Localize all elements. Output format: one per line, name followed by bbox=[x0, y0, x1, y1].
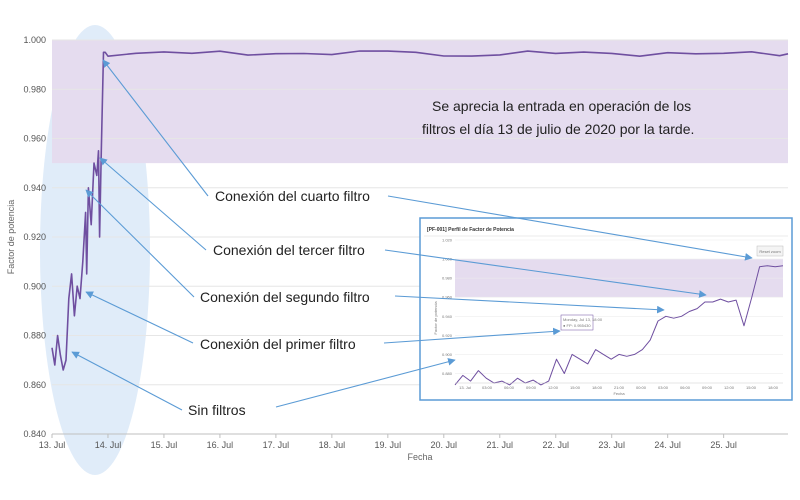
inset-series-line bbox=[454, 265, 784, 386]
inset-x-tick-labels: 13. Jul 03:00 06:00 09:00 12:00 15:00 18:00 21:… bbox=[459, 385, 779, 390]
arrow-segundo-main bbox=[85, 189, 195, 298]
arrow-tercer-main bbox=[99, 157, 207, 251]
arrow-cuarto-inset bbox=[387, 195, 753, 261]
inset-frame bbox=[419, 217, 793, 401]
label-cuarto-filtro: Conexión del cuarto filtro bbox=[215, 188, 370, 204]
main-x-tick-label: 13. Jul bbox=[39, 440, 66, 450]
inset-tooltip-line-1: Monday, Jul 13, 18:00 bbox=[563, 317, 603, 322]
main-x-tick-label: 21. Jul bbox=[486, 440, 513, 450]
label-segundo-filtro: Conexión del segundo filtro bbox=[200, 289, 370, 305]
arrow-sin-main bbox=[71, 351, 183, 411]
label-sin-filtros: Sin filtros bbox=[188, 402, 246, 418]
inset-reset-zoom[interactable]: Reset zoom bbox=[756, 245, 784, 257]
inset-grid bbox=[455, 239, 783, 374]
main-x-tick-label: 18. Jul bbox=[319, 440, 346, 450]
main-y-tick-label: 0.900 bbox=[23, 281, 46, 291]
inset-x-tick-label: 09:00 bbox=[702, 385, 713, 390]
main-y-tick-labels: 0.840 0.860 0.880 0.900 0.920 0.940 0.960 0.980… bbox=[23, 35, 46, 439]
main-x-tick-label: 25. Jul bbox=[710, 440, 737, 450]
inset-y-tick-label: 0.900 bbox=[442, 352, 453, 357]
inset-y-tick-label: 0.960 bbox=[442, 295, 453, 300]
inset-x-tick-label: 18:00 bbox=[592, 385, 603, 390]
main-x-tick-labels: 13. Jul 14. Jul 15. Jul 16. Jul 17. Jul 18. J… bbox=[39, 434, 737, 450]
inset-x-tick-label: 12:00 bbox=[548, 385, 559, 390]
inset-y-tick-label: 0.880 bbox=[442, 371, 453, 376]
main-x-tick-label: 14. Jul bbox=[95, 440, 122, 450]
inset-x-tick-label: 09:00 bbox=[526, 385, 537, 390]
main-y-tick-label: 0.940 bbox=[23, 183, 46, 193]
main-x-tick-label: 17. Jul bbox=[263, 440, 290, 450]
arrow-primer-main bbox=[85, 291, 194, 344]
inset-y-tick-label: 0.920 bbox=[442, 333, 453, 338]
main-y-tick-label: 0.840 bbox=[23, 429, 46, 439]
main-y-axis-title: Factor de potencia bbox=[6, 200, 16, 275]
main-x-tick-label: 15. Jul bbox=[151, 440, 178, 450]
main-x-axis-title: Fecha bbox=[407, 452, 432, 462]
main-x-tick-label: 23. Jul bbox=[598, 440, 625, 450]
main-series-line bbox=[51, 50, 789, 371]
note-line-1: Se aprecia la entrada en operación de lo… bbox=[432, 98, 691, 114]
arrow-primer-inset bbox=[383, 327, 561, 344]
main-x-tick-label: 20. Jul bbox=[431, 440, 458, 450]
main-x-tick-label: 19. Jul bbox=[375, 440, 402, 450]
main-y-tick-label: 0.960 bbox=[23, 134, 46, 144]
inset-x-tick-label: 15:00 bbox=[570, 385, 581, 390]
note-line-2: filtros el día 13 de julio de 2020 por l… bbox=[422, 121, 694, 137]
inset-x-tick-label: 06:00 bbox=[504, 385, 515, 390]
inset-y-tick-label: 0.980 bbox=[442, 276, 453, 281]
inset-x-tick-label: 06:00 bbox=[680, 385, 691, 390]
inset-x-tick-label: 21:00 bbox=[614, 385, 625, 390]
annotation-arrows bbox=[71, 59, 753, 411]
inset-y-tick-label: 0.940 bbox=[442, 314, 453, 319]
main-x-tick-label: 22. Jul bbox=[542, 440, 569, 450]
label-tercer-filtro: Conexión del tercer filtro bbox=[213, 242, 365, 258]
arrow-sin-inset bbox=[275, 358, 456, 408]
inset-x-tick-label: 18:00 bbox=[768, 385, 779, 390]
inset-y-tick-label: 1.020 bbox=[442, 238, 453, 243]
main-y-tick-label: 0.980 bbox=[23, 84, 46, 94]
main-x-tick-label: 24. Jul bbox=[654, 440, 681, 450]
main-y-tick-label: 0.920 bbox=[23, 232, 46, 242]
inset-x-tick-label: 15:00 bbox=[746, 385, 757, 390]
inset-title: [PF-001] Perfil de Factor de Potencia bbox=[427, 227, 514, 233]
main-x-tick-label: 16. Jul bbox=[207, 440, 234, 450]
inset-x-tick-label: 13. Jul bbox=[459, 385, 471, 390]
inset-x-axis-title: Fecha bbox=[613, 391, 625, 396]
inset-chart: [PF-001] Perfil de Factor de Potencia 0.… bbox=[419, 217, 793, 401]
label-primer-filtro: Conexión del primer filtro bbox=[200, 336, 356, 352]
main-chart: 0.840 0.860 0.880 0.900 0.920 0.940 0.960 0.980… bbox=[6, 35, 789, 462]
inset-x-tick-label: 03:00 bbox=[482, 385, 493, 390]
target-band bbox=[52, 40, 788, 164]
main-y-tick-label: 0.860 bbox=[23, 380, 46, 390]
main-y-tick-label: 1.000 bbox=[23, 35, 46, 45]
arrow-segundo-inset bbox=[394, 295, 665, 314]
inset-tooltip-line-2: ● FP: 0.955430 bbox=[563, 323, 591, 328]
inset-reset-zoom-label: Reset zoom bbox=[759, 249, 781, 254]
inset-x-tick-label: 12:00 bbox=[724, 385, 735, 390]
inset-x-tick-label: 00:00 bbox=[636, 385, 647, 390]
arrow-tercer-inset bbox=[384, 249, 707, 298]
inset-x-tick-label: 03:00 bbox=[658, 385, 669, 390]
arrow-cuarto-main bbox=[102, 59, 209, 197]
inset-y-axis-title: Factor de potencia bbox=[433, 301, 438, 335]
main-y-tick-label: 0.880 bbox=[23, 331, 46, 341]
inset-tooltip: Monday, Jul 13, 18:00 ● FP: 0.955430 bbox=[560, 314, 603, 331]
